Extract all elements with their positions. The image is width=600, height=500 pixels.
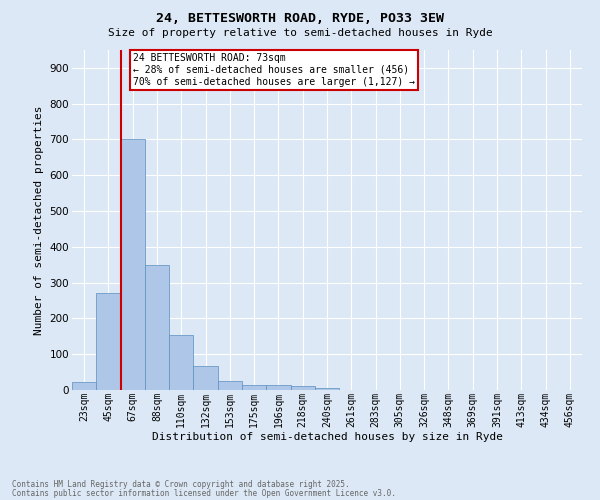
Bar bbox=[218, 381, 242, 390]
Bar bbox=[169, 334, 193, 390]
Bar bbox=[121, 140, 145, 390]
Text: 24, BETTESWORTH ROAD, RYDE, PO33 3EW: 24, BETTESWORTH ROAD, RYDE, PO33 3EW bbox=[156, 12, 444, 26]
Text: Contains public sector information licensed under the Open Government Licence v3: Contains public sector information licen… bbox=[12, 488, 396, 498]
Bar bbox=[266, 384, 290, 390]
X-axis label: Distribution of semi-detached houses by size in Ryde: Distribution of semi-detached houses by … bbox=[151, 432, 503, 442]
Bar bbox=[193, 366, 218, 390]
Bar bbox=[290, 386, 315, 390]
Text: 24 BETTESWORTH ROAD: 73sqm
← 28% of semi-detached houses are smaller (456)
70% o: 24 BETTESWORTH ROAD: 73sqm ← 28% of semi… bbox=[133, 54, 415, 86]
Bar bbox=[96, 294, 121, 390]
Text: Contains HM Land Registry data © Crown copyright and database right 2025.: Contains HM Land Registry data © Crown c… bbox=[12, 480, 350, 489]
Bar bbox=[242, 386, 266, 390]
Bar bbox=[145, 264, 169, 390]
Y-axis label: Number of semi-detached properties: Number of semi-detached properties bbox=[34, 106, 44, 335]
Text: Size of property relative to semi-detached houses in Ryde: Size of property relative to semi-detach… bbox=[107, 28, 493, 38]
Bar bbox=[72, 382, 96, 390]
Bar bbox=[315, 388, 339, 390]
